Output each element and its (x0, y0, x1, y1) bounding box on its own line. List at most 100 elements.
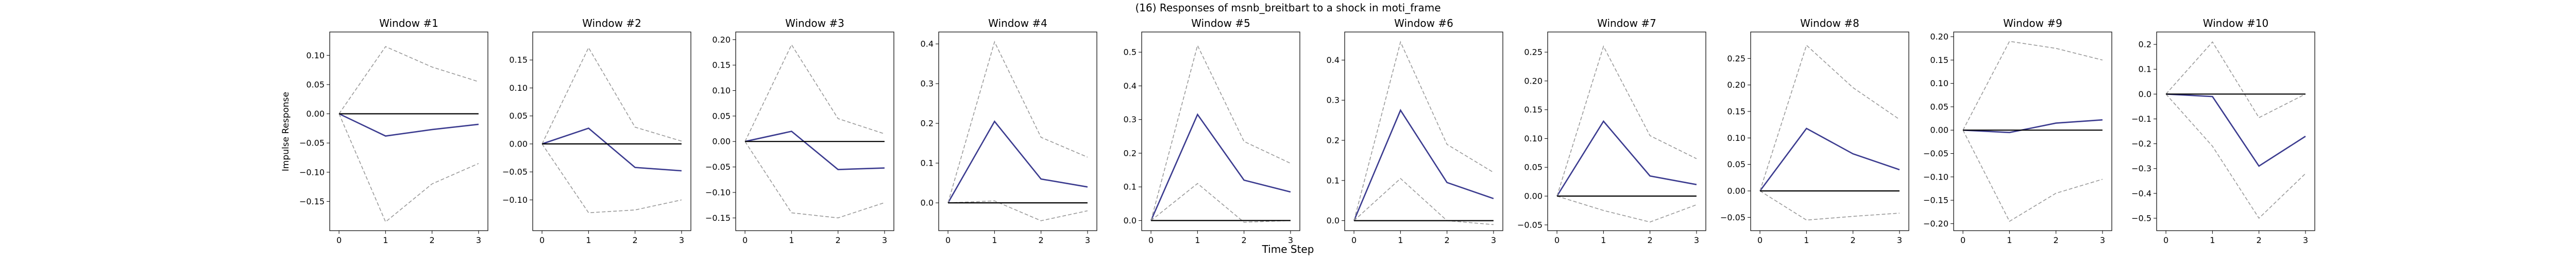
y-tick-label: 0.05 (509, 111, 528, 121)
y-tick-label: 0.3 (1327, 95, 1340, 105)
x-tick-label: 2 (836, 235, 841, 245)
panel-title: Window #8 (1800, 17, 1859, 29)
series-response-line (947, 120, 1088, 203)
series-upper-line (1556, 45, 1697, 197)
y-tick-label: −0.05 (705, 162, 731, 172)
y-tick-label: 0.10 (1930, 78, 1948, 88)
x-tick-label: 2 (1039, 235, 1044, 245)
series-response-line (1353, 108, 1494, 221)
x-tick-label: 3 (679, 235, 684, 245)
y-tick-label: 0.05 (712, 111, 731, 121)
series-lower-line (744, 141, 885, 219)
series-lower-line (1150, 183, 1291, 223)
y-tick-label: 0.10 (509, 83, 528, 93)
series-upper-line (338, 46, 479, 114)
y-tick-label: 0.5 (1124, 47, 1137, 57)
series-lower-line (2165, 93, 2306, 219)
y-tick-label: −0.5 (2131, 213, 2151, 223)
y-tick-label: 0.25 (1524, 47, 1543, 57)
y-tick-label: 0.15 (1524, 105, 1543, 115)
y-tick-label: −0.05 (502, 167, 528, 177)
y-tick-label: 0.0 (921, 198, 934, 208)
series-response-line (541, 127, 682, 172)
axes-frame (1953, 31, 2112, 231)
y-tick-label: −0.10 (1923, 172, 1948, 182)
panel-title: Window #1 (379, 17, 438, 29)
y-tick-label: 0.00 (1727, 186, 1745, 196)
x-tick-label: 3 (1288, 235, 1293, 245)
y-tick-label: 0.05 (306, 79, 325, 89)
series-lower-line (1962, 130, 2103, 222)
x-tick-label: 3 (1897, 235, 1902, 245)
y-tick-label: 0.10 (1524, 134, 1543, 143)
x-tick-label: 3 (476, 235, 481, 245)
y-tick-label: −0.10 (705, 187, 731, 197)
series-response-line (1963, 119, 2103, 134)
y-tick-label: −0.15 (299, 197, 325, 206)
x-tick-label: 2 (1445, 235, 1450, 245)
y-tick-label: 0.05 (1524, 163, 1543, 172)
y-tick-label: 0.3 (921, 79, 934, 89)
panel-window-6: Window #6 0 1 2 3 0.0 0.1 0.2 0.3 0.4 (1327, 17, 1503, 245)
y-tick-label: 0.1 (1327, 175, 1340, 185)
y-tick-label: 0.05 (1930, 102, 1948, 111)
y-tick-label: −0.20 (1923, 219, 1948, 229)
panel-title: Window #7 (1597, 17, 1656, 29)
y-tick-label: 0.20 (1930, 32, 1948, 42)
y-tick-label: −0.05 (1720, 213, 1745, 222)
x-tick-label: 1 (1195, 235, 1200, 245)
axes-frame (2156, 31, 2315, 231)
y-tick-label: 0.0 (1327, 216, 1340, 225)
x-tick-label: 2 (2257, 235, 2262, 245)
panel-title: Window #4 (988, 17, 1047, 29)
y-tick-label: 0.3 (1124, 115, 1137, 124)
series-lower-line (1353, 178, 1494, 225)
panel-window-2: Window #2 0 1 2 3 −0.10 −0.05 0.00 0.05 0.10 0.15 (502, 17, 691, 245)
y-tick-label: 0.20 (1727, 80, 1745, 90)
x-tick-label: 1 (1398, 235, 1403, 245)
axes-frame (1344, 31, 1503, 231)
x-tick-label: 3 (1694, 235, 1699, 245)
x-tick-label: 0 (1351, 235, 1357, 245)
y-tick-label: 0.00 (1930, 125, 1948, 135)
series-upper-line (541, 46, 682, 144)
y-tick-label: 0.1 (1124, 182, 1137, 192)
y-tick-label: 0.0 (2139, 89, 2151, 99)
x-tick-label: 0 (945, 235, 951, 245)
series-response-line (1150, 113, 1291, 221)
series-upper-line (744, 44, 885, 142)
x-tick-label: 0 (539, 235, 545, 245)
series-response-line (1759, 127, 1900, 191)
series-response-line (338, 113, 479, 137)
x-tick-label: 3 (1491, 235, 1496, 245)
x-tick-label: 0 (1554, 235, 1560, 245)
series-response-line (2166, 93, 2306, 167)
series-upper-line (2165, 41, 2306, 119)
y-tick-label: −0.2 (2131, 139, 2151, 149)
series-upper-line (1962, 41, 2103, 131)
y-tick-label: −0.10 (502, 195, 528, 205)
y-tick-label: 0.10 (712, 86, 731, 95)
y-tick-label: 0.15 (1727, 107, 1745, 117)
y-tick-label: −0.15 (705, 213, 731, 223)
y-tick-label: 0.2 (2139, 40, 2151, 50)
x-tick-label: 2 (1648, 235, 1653, 245)
y-tick-label: 0.20 (1524, 76, 1543, 86)
series-upper-line (1353, 41, 1494, 221)
y-tick-label: −0.3 (2131, 164, 2151, 173)
series-upper-line (947, 40, 1088, 203)
y-tick-label: 0.4 (1124, 81, 1137, 91)
x-tick-label: 2 (2054, 235, 2059, 245)
axes-frame (1141, 31, 1300, 231)
y-tick-label: 0.1 (921, 158, 934, 168)
x-tick-label: 1 (1601, 235, 1606, 245)
y-tick-label: −0.05 (299, 138, 325, 148)
panel-window-7: Window #7 0 1 2 3 −0.05 0.00 0.05 0.10 0.15 0.20 0.… (1517, 17, 1706, 245)
x-tick-label: 0 (1960, 235, 1965, 245)
x-tick-label: 2 (1242, 235, 1247, 245)
x-tick-label: 0 (1148, 235, 1154, 245)
x-tick-label: 3 (1085, 235, 1090, 245)
y-tick-label: −0.10 (299, 167, 325, 177)
series-lower-line (948, 200, 1088, 221)
